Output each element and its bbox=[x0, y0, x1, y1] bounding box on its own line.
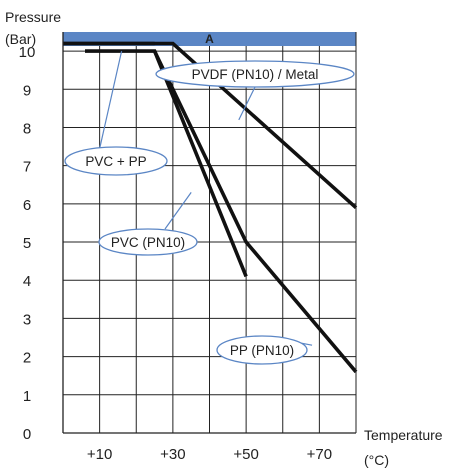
x-tick-label: +70 bbox=[307, 446, 332, 463]
y-tick-label: 0 bbox=[23, 426, 31, 443]
x-axis-label-line2: (°C) bbox=[364, 452, 389, 468]
y-axis-label-line1: Pressure bbox=[5, 9, 61, 25]
y-tick-label: 2 bbox=[23, 350, 31, 367]
series-line-4 bbox=[152, 50, 358, 374]
callout-ellipse bbox=[216, 335, 308, 365]
callout-ellipse bbox=[64, 146, 168, 176]
y-tick-label: 3 bbox=[23, 311, 31, 328]
y-tick-label: 1 bbox=[23, 388, 31, 405]
callout-ellipse bbox=[98, 228, 198, 256]
callout-label: PVC + PP bbox=[85, 154, 146, 169]
callout-label: PVDF (PN10) / Metal bbox=[192, 67, 319, 82]
callout-label: PP (PN10) bbox=[230, 343, 294, 358]
x-tick-label: +50 bbox=[233, 446, 258, 463]
callout-pointer bbox=[99, 50, 123, 148]
callout-pointer bbox=[238, 86, 256, 121]
callout-pointer bbox=[164, 192, 192, 230]
y-tick-label: 9 bbox=[23, 82, 31, 99]
y-tick-label: 10 bbox=[19, 44, 36, 61]
series-lines bbox=[63, 41, 358, 374]
axes: 0 1 2 3 4 5 6 7 8 9 10 +10 +30 +50 +70 Pressure (Bar) Tem… bbox=[5, 9, 443, 468]
y-tick-label: 8 bbox=[23, 120, 31, 137]
callout-ellipse bbox=[155, 60, 355, 88]
callouts: PVDF (PN10) / Metal PVC + PP PVC (PN10) PP … bbox=[64, 50, 355, 365]
y-axis-label-line2: (Bar) bbox=[5, 31, 36, 47]
y-tick-label: 7 bbox=[23, 159, 31, 176]
x-tick-label: +30 bbox=[160, 446, 185, 463]
header-band-label: A bbox=[205, 32, 214, 46]
y-tick-label: 5 bbox=[23, 235, 31, 252]
grid: A bbox=[63, 32, 356, 433]
y-tick-label: 6 bbox=[23, 197, 31, 214]
x-axis-label-line1: Temperature bbox=[364, 427, 443, 443]
callout-label: PVC (PN10) bbox=[111, 235, 185, 250]
x-tick-label: +10 bbox=[87, 446, 112, 463]
y-tick-label: 4 bbox=[23, 273, 31, 290]
